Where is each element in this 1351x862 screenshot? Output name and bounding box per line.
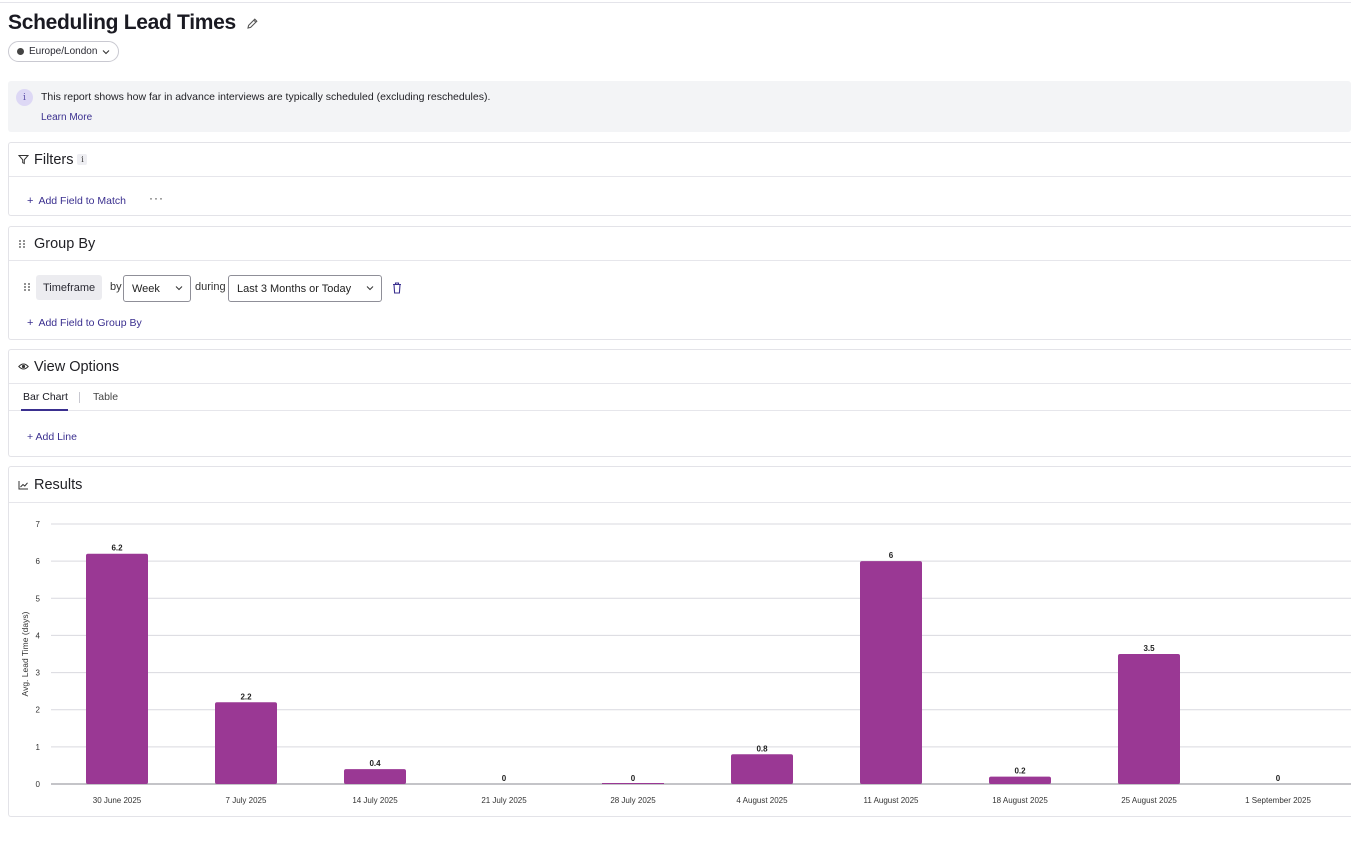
bar xyxy=(1118,654,1180,784)
bar xyxy=(215,702,277,784)
y-tick-label: 2 xyxy=(36,706,41,715)
info-icon: i xyxy=(16,89,33,106)
filters-info-icon[interactable]: i xyxy=(77,154,88,165)
add-field-to-match-label: Add Field to Match xyxy=(38,195,126,207)
data-label: 0.4 xyxy=(369,759,381,768)
results-panel: Results 0 1 2 3 4 5 6 7 Avg. Lead Time (days) 6.2… xyxy=(8,466,1351,817)
tab-separator xyxy=(79,392,80,403)
data-label: 6 xyxy=(889,551,894,560)
pencil-icon[interactable] xyxy=(246,17,259,30)
y-tick-label: 3 xyxy=(36,669,41,678)
bar xyxy=(860,561,922,784)
y-tick-label: 1 xyxy=(36,743,41,752)
top-divider xyxy=(0,2,1351,3)
clock-dot-icon xyxy=(17,48,24,55)
results-header: Results xyxy=(9,467,1351,503)
by-label: by xyxy=(110,281,122,293)
plus-icon: + xyxy=(27,195,34,207)
x-tick-label: 7 July 2025 xyxy=(226,796,267,805)
learn-more-link[interactable]: Learn More xyxy=(41,112,93,123)
add-line-button[interactable]: + Add Line xyxy=(27,431,77,443)
timezone-selector[interactable]: Europe/London xyxy=(8,41,120,62)
chevron-down-icon xyxy=(366,285,374,291)
info-text: This report shows how far in advance int… xyxy=(41,91,491,103)
page-title: Scheduling Lead Times xyxy=(8,11,236,34)
y-tick-label: 0 xyxy=(36,780,41,789)
y-tick-label: 7 xyxy=(36,520,41,529)
row-drag-handle-icon[interactable] xyxy=(23,282,31,292)
chevron-down-icon xyxy=(175,285,183,291)
data-label: 3.5 xyxy=(1143,644,1155,653)
add-field-to-match-button[interactable]: + Add Field to Match xyxy=(27,191,126,209)
y-tick-label: 4 xyxy=(36,631,41,640)
y-axis-label: Avg. Lead Time (days) xyxy=(20,611,30,696)
plus-icon: + xyxy=(27,317,34,329)
tab-table[interactable]: Table xyxy=(93,391,119,403)
data-label: 6.2 xyxy=(111,544,123,553)
x-tick-label: 30 June 2025 xyxy=(93,796,142,805)
results-title: Results xyxy=(34,476,83,493)
during-label: during xyxy=(195,281,226,293)
x-tick-label: 28 July 2025 xyxy=(610,796,656,805)
funnel-icon xyxy=(18,154,32,165)
add-field-to-group-by-button[interactable]: + Add Field to Group By xyxy=(27,313,142,331)
line-chart-icon xyxy=(18,480,32,490)
y-tick-label: 5 xyxy=(36,594,41,603)
x-tick-label: 25 August 2025 xyxy=(1121,796,1177,805)
bar xyxy=(989,776,1051,784)
active-tab-underline xyxy=(21,409,68,411)
x-tick-label: 21 July 2025 xyxy=(481,796,527,805)
group-by-title: Group By xyxy=(34,235,96,252)
filters-title: Filters xyxy=(34,151,74,168)
interval-select[interactable]: Week xyxy=(123,275,191,302)
data-label: 0.8 xyxy=(756,744,768,753)
x-tick-label: 1 September 2025 xyxy=(1245,796,1311,805)
bar-chart: 0 1 2 3 4 5 6 7 Avg. Lead Time (days) 6.2 30 June … xyxy=(9,503,1351,815)
drag-grip-icon xyxy=(18,239,32,249)
view-options-header: View Options xyxy=(9,350,1351,384)
info-banner: i This report shows how far in advance i… xyxy=(8,81,1351,132)
eye-icon xyxy=(18,362,32,371)
data-label: 2.2 xyxy=(240,692,252,701)
range-value: Last 3 Months or Today xyxy=(237,282,352,295)
bar xyxy=(602,783,664,784)
chevron-down-icon xyxy=(102,49,110,55)
group-field-chip[interactable]: Timeframe xyxy=(36,275,103,300)
add-field-to-group-by-label: Add Field to Group By xyxy=(38,317,142,329)
data-label: 0 xyxy=(1276,774,1281,783)
trash-icon[interactable] xyxy=(392,282,402,294)
data-label: 0 xyxy=(631,774,636,783)
view-tabs: Bar Chart Table xyxy=(9,384,1351,411)
chart-svg: 0 1 2 3 4 5 6 7 Avg. Lead Time (days) 6.2 30 June … xyxy=(20,520,1351,805)
group-by-panel: Group By Timeframe by Week during Last 3… xyxy=(8,226,1351,340)
bar xyxy=(344,769,406,784)
y-tick-label: 6 xyxy=(36,557,41,566)
data-label: 0 xyxy=(502,774,507,783)
tab-bar-chart[interactable]: Bar Chart xyxy=(23,391,68,403)
title-row: Scheduling Lead Times xyxy=(8,11,259,35)
x-tick-label: 14 July 2025 xyxy=(352,796,398,805)
x-tick-label: 18 August 2025 xyxy=(992,796,1048,805)
range-select[interactable]: Last 3 Months or Today xyxy=(228,275,382,302)
view-options-title: View Options xyxy=(34,358,120,375)
bar xyxy=(86,553,148,784)
timezone-label: Europe/London xyxy=(29,46,98,57)
data-label: 0.2 xyxy=(1014,767,1026,776)
filters-header: Filters i xyxy=(9,143,1351,177)
x-tick-label: 4 August 2025 xyxy=(736,796,788,805)
more-options-button[interactable]: ··· xyxy=(149,191,164,205)
filters-panel: Filters i + Add Field to Match ··· xyxy=(8,142,1351,216)
x-tick-label: 11 August 2025 xyxy=(863,796,919,805)
view-options-panel: View Options Bar Chart Table + Add Line xyxy=(8,349,1351,457)
group-by-header: Group By xyxy=(9,227,1351,261)
bar xyxy=(731,754,793,784)
interval-value: Week xyxy=(132,282,160,295)
